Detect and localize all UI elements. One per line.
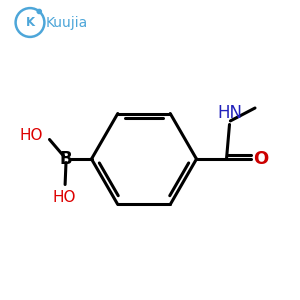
Text: HN: HN (217, 104, 242, 122)
Text: HO: HO (52, 190, 76, 205)
Text: O: O (253, 150, 268, 168)
Text: HO: HO (20, 128, 43, 143)
Circle shape (37, 9, 41, 14)
Text: B: B (60, 150, 72, 168)
Text: K: K (26, 16, 34, 29)
Text: Kuujia: Kuujia (46, 16, 88, 29)
